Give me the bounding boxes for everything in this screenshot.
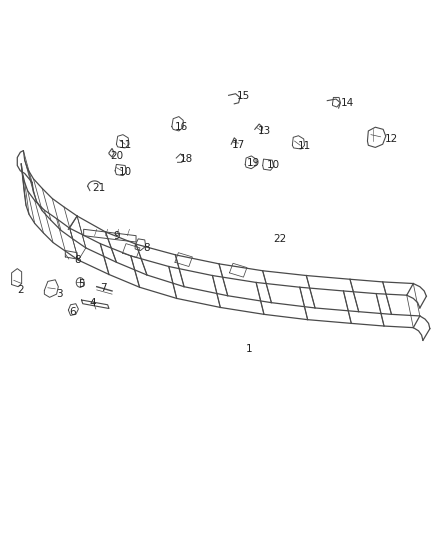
Text: 8: 8 — [144, 243, 150, 253]
Text: 17: 17 — [232, 140, 245, 150]
Text: 10: 10 — [119, 167, 132, 177]
Text: 5: 5 — [78, 279, 85, 288]
Text: 7: 7 — [100, 283, 106, 293]
Text: 20: 20 — [110, 151, 123, 161]
Text: 3: 3 — [57, 289, 63, 299]
Text: 21: 21 — [92, 183, 106, 193]
Text: 15: 15 — [237, 91, 250, 101]
Text: 2: 2 — [17, 286, 24, 295]
Text: 9: 9 — [113, 231, 120, 241]
Text: 19: 19 — [247, 158, 261, 168]
Text: 16: 16 — [175, 122, 188, 132]
Text: 13: 13 — [258, 126, 272, 136]
Text: 11: 11 — [119, 140, 132, 150]
Text: 11: 11 — [297, 141, 311, 151]
Text: 8: 8 — [74, 255, 81, 264]
Text: 1: 1 — [246, 344, 253, 354]
Text: 18: 18 — [180, 154, 193, 164]
Text: 12: 12 — [385, 134, 398, 144]
Text: 14: 14 — [341, 98, 354, 108]
Text: 4: 4 — [89, 297, 95, 308]
Text: 6: 6 — [69, 306, 76, 317]
Text: 10: 10 — [267, 160, 280, 171]
Text: 22: 22 — [273, 234, 287, 244]
